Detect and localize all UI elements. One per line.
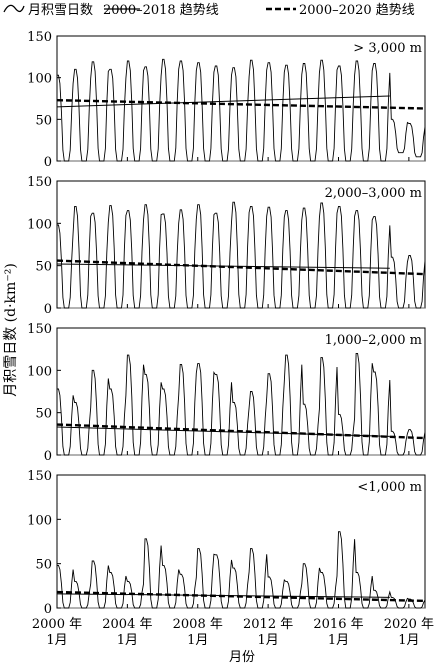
y-tick-label: 50: [35, 113, 52, 128]
chart-panel: 0 50 100 150 <1,000 m: [27, 469, 426, 617]
x-tick-label-month: 1月: [187, 633, 208, 648]
x-tick-label-month: 1月: [46, 633, 67, 648]
legend: 月积雪日数 2000–2018 趋势线 2000–2020 趋势线: [3, 2, 415, 18]
trend-2000-2020-line: [56, 259, 426, 276]
y-tick-label: 100: [27, 72, 52, 87]
monthly-snow-days-series: [57, 531, 426, 609]
y-tick-label: 0: [44, 449, 52, 464]
trend-2000-2018-line: [56, 95, 390, 108]
x-tick-label-year: 2012 年: [243, 617, 293, 632]
y-tick-label: 50: [35, 558, 52, 573]
x-tick-label-month: 1月: [328, 633, 349, 648]
y-tick-label: 0: [44, 302, 52, 317]
legend-trend-2020-label: 2000–2020 趋势线: [299, 2, 415, 18]
trend-2000-2020-line: [56, 423, 426, 440]
y-tick-label: 150: [27, 322, 52, 337]
x-tick-label-year: 2000 年: [32, 617, 82, 632]
x-tick-label-month: 1月: [398, 633, 419, 648]
x-tick-label-year: 2020 年: [384, 617, 434, 632]
y-tick-label: 50: [35, 407, 52, 422]
x-tick-label-year: 2016 年: [313, 617, 363, 632]
monthly-snow-days-series: [57, 201, 426, 309]
y-tick-label: 0: [44, 602, 52, 617]
chart-panel: 0 50 100 150 1,000–2,000 m: [27, 322, 426, 464]
y-tick-label: 150: [27, 30, 52, 45]
y-tick-label: 150: [27, 175, 52, 190]
legend-trend-2018-label: 2000–2018 趋势线: [103, 2, 219, 18]
chart-panels: 0 50 100 150 > 3,000 m 0 50 100 150 2,000–3,000 m…: [27, 30, 426, 617]
x-tick-label-month: 1月: [257, 633, 278, 648]
x-tick-label-year: 2004 年: [102, 617, 152, 632]
panel-label: 2,000–3,000 m: [325, 186, 422, 201]
x-tick-label-month: 1月: [117, 633, 138, 648]
x-tick-label-year: 2008 年: [173, 617, 223, 632]
x-axis-title: 月份: [229, 650, 255, 665]
y-tick-label: 50: [35, 260, 52, 275]
y-axis-title: 月积雪日数 (d·km⁻²): [3, 263, 19, 397]
y-tick-label: 100: [27, 217, 52, 232]
y-tick-label: 100: [27, 364, 52, 379]
legend-monthly-swatch: [3, 4, 25, 13]
chart-panel: 0 50 100 150 2,000–3,000 m: [27, 175, 426, 317]
panel-label: > 3,000 m: [353, 41, 422, 56]
trend-2000-2020-line: [56, 590, 426, 603]
chart-panel: 0 50 100 150 > 3,000 m: [27, 30, 426, 170]
monthly-snow-days-series: [57, 352, 426, 456]
panel-label: 1,000–2,000 m: [325, 333, 422, 348]
y-tick-label: 150: [27, 469, 52, 484]
legend-monthly-label: 月积雪日数: [28, 3, 93, 18]
panel-label: <1,000 m: [357, 480, 422, 495]
monthly-snow-days-series: [57, 58, 426, 162]
trend-2000-2020-line: [56, 98, 426, 110]
y-tick-label: 0: [44, 155, 52, 170]
y-tick-label: 100: [27, 513, 52, 528]
